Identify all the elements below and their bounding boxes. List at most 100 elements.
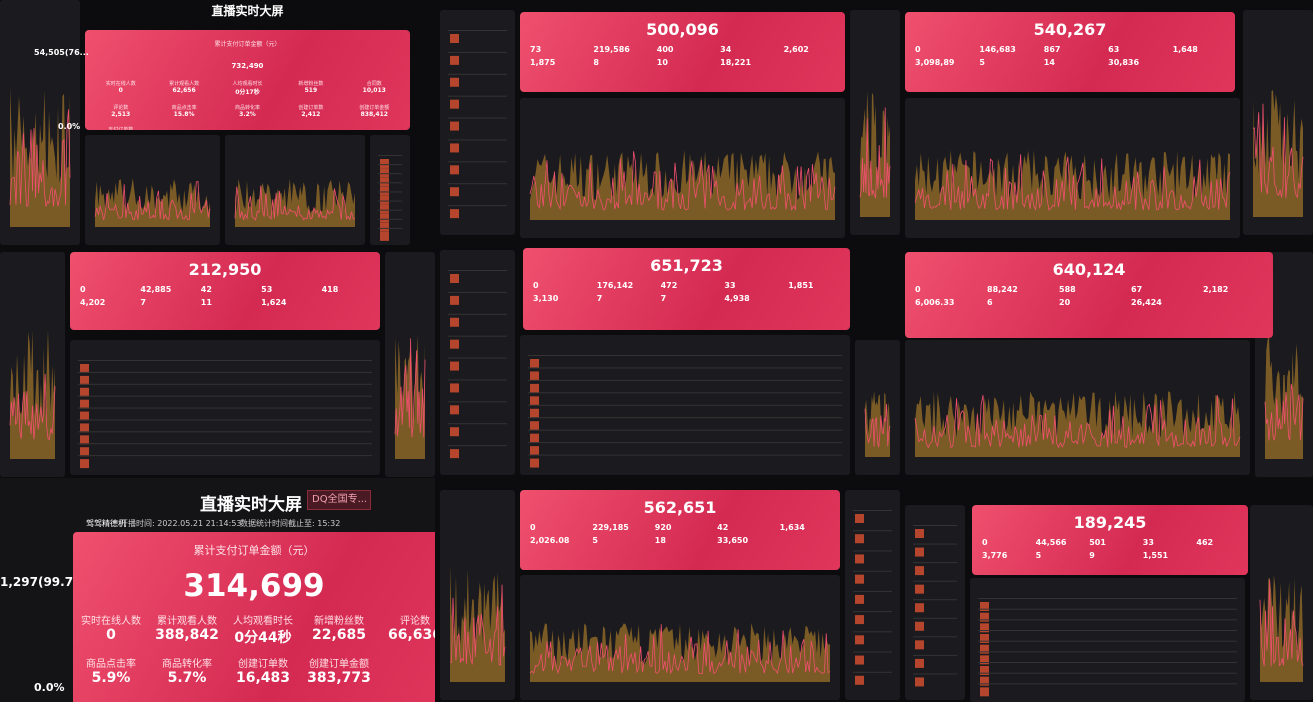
metric-value: 176,142 [596,281,634,290]
metric-value: 5 [979,58,985,67]
metric-value: 1,851 [788,281,814,290]
chart-decoration [94,178,211,227]
metric: 4,938 [718,294,782,303]
product-icon [915,621,924,631]
chart-decoration [528,355,842,468]
metric: 实时在线人数 0 [73,612,149,647]
metric-label: 合同数 [366,81,382,87]
row-line [78,431,372,433]
summary-card: 640,124 0 88,242 588 67 2,182 6,006.33 6 20 26,42… [905,252,1273,338]
metric-value: 3,130 [533,294,559,303]
metric-grid: 实时在线人数 0 累计观看人数 388,842 人均观看时长 0分44秒 新增粉丝数 22,6… [73,612,435,694]
row-line [978,608,1237,610]
chart-decoration [448,270,507,459]
row-line [528,392,842,394]
metric: 3,776 [976,551,1030,560]
metric: 11 [195,298,255,307]
product-icon [855,635,864,645]
metric: 42 [711,523,773,532]
product-icon [380,159,389,168]
metric-value: 66,636 [387,627,435,643]
metric: 商品转化率 3.2% [216,104,279,118]
product-icon [855,534,864,544]
metric: 5 [1030,551,1084,560]
row-line [378,209,402,211]
line-decoration [1264,384,1304,441]
metric-grid: 73 219,586 400 34 2,602 1,875 8 10 18,221 [520,45,845,71]
metric: 42,885 [134,285,194,294]
line-decoration [9,109,71,207]
product-icon [450,165,459,175]
metric-value: 920 [654,523,672,532]
top-left-dashboard: 直播实时大屏 累计支付订单金额（元） 732,490 实时在线人数 0 累计观看人数 62,… [85,0,410,132]
row-line [528,442,842,444]
product-icon [450,274,459,283]
product-icon [530,446,539,456]
metric: 3,130 [527,294,591,303]
metric: 创建订单数 16,483 [225,655,301,686]
chart-panel [440,250,515,475]
metric-value: 383,773 [307,670,371,686]
chart-decoration [234,178,356,227]
metric: 商品点击率 5.9% [73,655,149,686]
metric-grid: 0 229,185 920 42 1,634 2,026.08 5 18 33,650 [520,523,840,549]
line-decoration [449,584,506,666]
product-icon [980,655,989,665]
chart-decoration [1264,335,1304,459]
metric-value: 0 [982,538,988,547]
product-icon [80,375,89,385]
metric: 42 [195,285,255,294]
metric: 33 [1137,538,1191,547]
metric: 146,683 [973,45,1037,54]
product-icon [530,408,539,418]
area-decoration [95,178,210,227]
chart-panel [440,490,515,700]
row-line [853,590,892,592]
summary-card: 562,651 0 229,185 920 42 1,634 2,026.08 5 18 33,6… [520,490,840,570]
metric-value: 3,098,89 [915,58,955,67]
row-line [448,445,507,447]
metric-value: 33,650 [717,536,749,545]
product-icon [380,213,389,223]
row-line [448,291,507,293]
summary-card: 累计支付订单金额（元） 314,699 实时在线人数 0 累计观看人数 388,842 人均… [73,532,435,702]
row-line [448,205,507,207]
metric: 1,634 [774,523,836,532]
metric-value: 5 [1035,551,1042,560]
product-icon [915,547,924,557]
summary-card: 651,723 0 176,142 472 33 1,851 3,130 7 7 4,938 [523,248,850,330]
metric: 创建订单数 2,412 [279,104,342,118]
metric-value: 2,602 [783,45,809,54]
row-line [78,443,372,445]
row-line [978,672,1237,674]
chart-panel [1243,10,1313,235]
metric: 18,221 [714,58,777,67]
product-icon [915,658,924,668]
metric: 1,851 [782,281,846,290]
metric-value: 0 [533,281,539,290]
metric: 实时在线人数 0 [89,80,152,96]
product-icon [530,371,539,381]
chart-decoration [529,150,836,220]
metric-grid: 0 146,683 867 63 1,648 3,098,89 5 14 30,836 [905,45,1235,71]
product-icon [855,554,864,564]
product-icon [450,143,459,153]
product-icon [980,666,989,675]
metric-label: 商品点击率 [86,659,136,670]
product-icon [80,387,89,397]
row-line [448,30,507,31]
product-icon [80,447,89,457]
chart-decoration [9,329,56,459]
card-value: 651,723 [650,256,723,275]
card-value: 314,699 [183,568,325,604]
metric: 6 [981,298,1053,307]
row-line [378,191,402,193]
chart-decoration [9,87,71,227]
chart-decoration [394,335,426,459]
metric-value: 33 [724,281,736,290]
dashboard-title: 直播实时大屏 [211,4,284,18]
row-line [448,270,507,271]
card-value: 732,490 [231,62,264,70]
metric: 418 [316,285,376,294]
metric-label: 累计观看人数 [169,81,200,87]
